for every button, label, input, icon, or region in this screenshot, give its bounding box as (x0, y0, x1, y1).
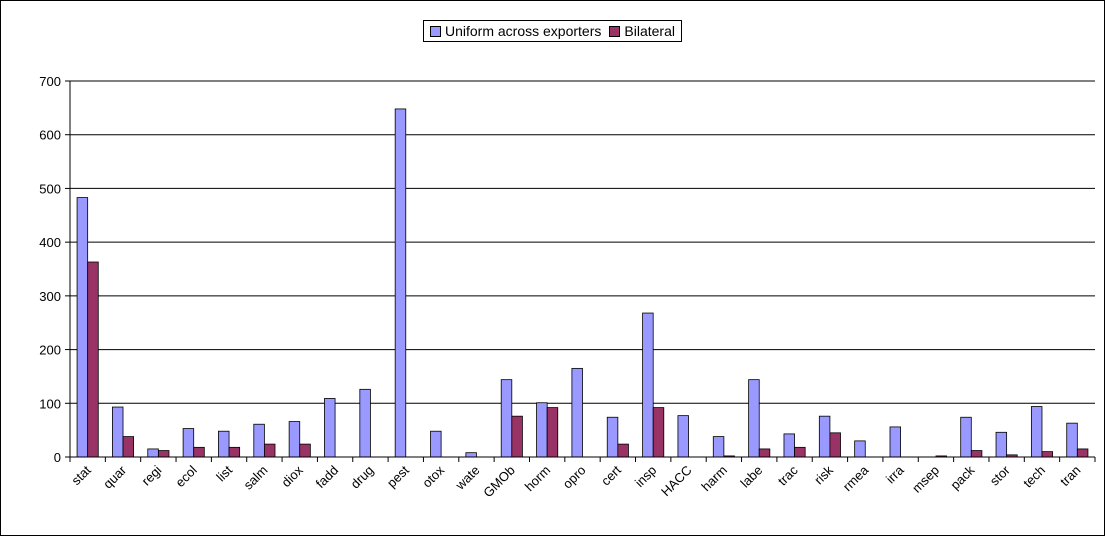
legend-swatch-uniform (430, 25, 441, 37)
bar-bilateral-tran (1076, 448, 1089, 458)
bar-uniform-salm (253, 423, 265, 458)
x-tick-label-pack: pack (947, 462, 977, 492)
grid-lines (65, 80, 1095, 458)
bar-uniform-cert (606, 416, 619, 458)
x-tick-labels: stat quar regi ecol list salm diox fadd drug pest… (68, 462, 1083, 500)
bar-bilateral-risk (829, 432, 841, 458)
bar-uniform-drug (359, 388, 371, 458)
legend-swatch-bilateral (609, 25, 621, 37)
x-tick-label-trac: trac (775, 462, 801, 488)
bar-uniform-trac (783, 433, 795, 458)
bar-bilateral-trac (794, 446, 806, 458)
bar-uniform-HACC (677, 415, 689, 458)
x-tick-label-list: list (213, 462, 235, 484)
bar-uniform-pest (394, 108, 407, 458)
legend-label-bilateral: Bilateral (624, 23, 675, 39)
bar-bilateral-regi (157, 450, 170, 458)
bar-uniform-opro (571, 367, 583, 458)
legend-entry-bilateral: Bilateral (609, 23, 675, 39)
y-tick-label-300: 300 (39, 289, 61, 304)
x-tick-label-tran: tran (1057, 463, 1083, 489)
x-tick-label-drug: drug (348, 463, 377, 492)
bar-uniform-list (218, 430, 230, 458)
bar-uniform-pack (960, 416, 972, 458)
bar-uniform-fadd (324, 398, 336, 458)
bar-uniform-otox (430, 430, 442, 458)
bar-bilateral-cert (617, 443, 629, 458)
bar-bilateral-list (228, 446, 241, 458)
bar-bilateral-ecol (193, 446, 205, 458)
bar-bilateral-diox (299, 443, 311, 458)
bar-uniform-rmea (854, 440, 866, 458)
bar-uniform-tran (1066, 422, 1078, 458)
bar-bilateral-stat (87, 261, 99, 458)
x-tick-label-ecol: ecol (172, 462, 200, 490)
x-tick-label-harm: harm (698, 463, 730, 495)
y-tick-label-700: 700 (39, 74, 61, 89)
bar-uniform-regi (147, 448, 159, 458)
bar-uniform-GMOb (500, 379, 513, 458)
y-tick-label-600: 600 (39, 128, 61, 143)
y-tick-label-0: 0 (54, 450, 61, 465)
y-tick-label-400: 400 (39, 235, 61, 250)
bars (76, 108, 1089, 458)
x-tick-label-msep: msep (909, 463, 942, 496)
x-tick-label-irra: irra (883, 462, 907, 486)
bar-bilateral-GMOb (511, 415, 523, 458)
y-tick-labels: 0 100 200 300 400 500 600 700 (39, 74, 61, 465)
x-tick-label-opro: opro (560, 463, 589, 492)
bar-uniform-ecol (182, 428, 195, 458)
x-tick-label-stor: stor (987, 462, 1013, 488)
bar-bilateral-tech (1041, 451, 1053, 458)
bar-uniform-stor (995, 431, 1008, 458)
y-tick-label-100: 100 (39, 396, 61, 411)
bar-uniform-harm (712, 436, 725, 458)
bar-uniform-risk (818, 415, 831, 458)
x-tick-label-pest: pest (384, 462, 412, 490)
bar-uniform-horm (536, 402, 548, 458)
bar-uniform-irra (889, 426, 902, 458)
bar-uniform-diox (288, 421, 301, 458)
bar-uniform-labe (748, 379, 760, 458)
legend-label-uniform: Uniform across exporters (445, 23, 602, 39)
bar-bilateral-insp (652, 407, 665, 458)
x-tick-label-labe: labe (737, 463, 765, 491)
bar-bilateral-pack (970, 450, 983, 458)
x-tick-label-GMOb: GMOb (480, 463, 518, 501)
bar-uniform-tech (1030, 406, 1043, 458)
x-tick-label-salm: salm (240, 463, 270, 493)
bar-uniform-quar (112, 406, 124, 458)
y-tick-label-200: 200 (39, 343, 61, 358)
bar-uniform-insp (642, 312, 654, 458)
x-tick-label-wate: wate (452, 463, 483, 494)
y-tick-label-500: 500 (39, 181, 61, 196)
x-tick-label-fadd: fadd (313, 463, 342, 492)
bar-uniform-stat (76, 197, 89, 458)
bar-bilateral-labe (758, 448, 771, 458)
legend: Uniform across exporters Bilateral (423, 20, 682, 42)
x-tick-label-otox: otox (419, 462, 447, 490)
axes (69, 81, 1096, 462)
legend-entry-uniform: Uniform across exporters (430, 23, 601, 39)
bar-bilateral-salm (263, 443, 276, 458)
x-tick-label-risk: risk (811, 462, 836, 487)
bar-bilateral-horm (546, 407, 559, 458)
x-tick-label-HACC: HACC (658, 463, 695, 500)
x-tick-label-rmea: rmea (840, 462, 872, 494)
x-tick-label-quar: quar (100, 462, 129, 491)
bar-bilateral-quar (122, 436, 135, 458)
x-tick-label-insp: insp (632, 463, 659, 490)
x-tick-label-diox: diox (278, 462, 306, 490)
x-tick-label-horm: horm (522, 463, 554, 495)
bar-uniform-wate (465, 452, 477, 458)
x-tick-label-stat: stat (68, 462, 94, 488)
x-tick-label-cert: cert (598, 462, 624, 488)
x-tick-label-regi: regi (139, 462, 165, 488)
x-tick-label-tech: tech (1020, 463, 1048, 491)
